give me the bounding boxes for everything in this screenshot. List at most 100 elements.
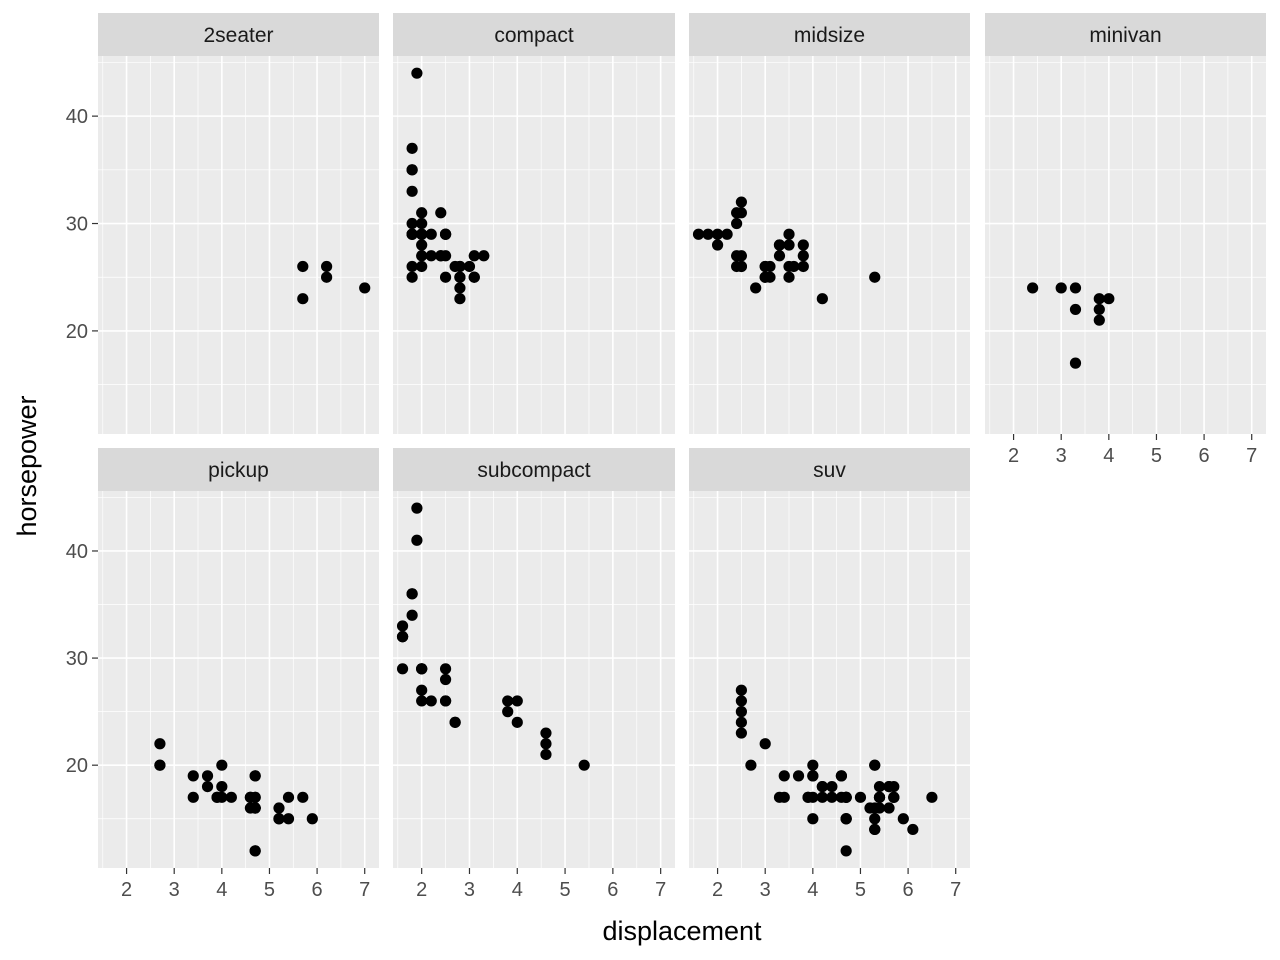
data-point (540, 727, 552, 739)
data-point (511, 716, 523, 728)
data-point (816, 791, 828, 803)
data-point (840, 791, 852, 803)
strip-minivan (985, 13, 1266, 56)
panel-suv: suv 2 3 4 5 6 7 (689, 448, 970, 901)
data-point (416, 228, 428, 240)
data-point (416, 684, 428, 696)
data-point (416, 695, 428, 707)
data-point (216, 791, 228, 803)
data-point (826, 791, 838, 803)
data-point (244, 791, 257, 803)
data-point (731, 217, 743, 230)
strip-label-pickup: pickup (208, 459, 269, 482)
data-point (425, 695, 437, 707)
data-point (783, 260, 795, 273)
data-point (807, 813, 819, 825)
data-point (396, 663, 409, 675)
strip-label-midsize: midsize (794, 24, 865, 47)
data-point (406, 164, 418, 176)
panel-background-compact (393, 56, 675, 434)
data-point (692, 228, 705, 240)
x-tick-label: 3 (169, 879, 180, 901)
y-tick-label: 20 (66, 321, 88, 343)
data-point (396, 620, 409, 632)
data-point (435, 250, 447, 262)
data-point (1027, 282, 1039, 294)
data-point (759, 738, 771, 750)
data-point (406, 217, 418, 230)
data-point (439, 271, 452, 283)
data-point (807, 759, 819, 771)
data-point (578, 759, 590, 771)
x-tick-label: 4 (512, 879, 523, 901)
x-tick-label: 2 (121, 879, 132, 901)
y-tick-label: 30 (66, 214, 88, 236)
data-point (783, 239, 795, 251)
data-point (454, 271, 466, 283)
data-point (439, 228, 452, 240)
strip-label-subcompact: subcompact (477, 459, 590, 482)
data-point (406, 142, 418, 154)
data-point (511, 695, 523, 707)
data-point (540, 738, 552, 750)
data-point (1093, 303, 1105, 316)
data-point (807, 770, 819, 782)
data-point (840, 813, 852, 825)
strip-pickup (98, 448, 379, 491)
data-point (478, 250, 490, 262)
y-tick-label: 40 (66, 541, 88, 563)
x-tick-label: 7 (655, 879, 666, 901)
panel-2seater: 2seater 20 30 40 (66, 13, 379, 434)
data-point (816, 781, 828, 793)
data-point (449, 260, 461, 273)
data-point (454, 282, 466, 294)
data-point (1069, 303, 1082, 316)
data-point (406, 185, 418, 197)
data-point (396, 631, 409, 643)
data-point (359, 282, 371, 294)
data-point (468, 271, 480, 283)
y-tick-label: 20 (66, 755, 88, 777)
data-point (840, 845, 852, 857)
data-point (411, 67, 423, 79)
data-point (406, 228, 418, 240)
data-point (735, 207, 747, 219)
x-tick-label: 3 (464, 879, 475, 901)
panel-background-2seater (98, 56, 379, 434)
x-tick-label: 5 (560, 879, 571, 901)
data-point (778, 770, 790, 782)
data-point (807, 791, 819, 803)
panel-minivan: minivan 2 3 4 5 6 7 (985, 13, 1266, 467)
data-point (735, 695, 747, 707)
x-tick-label: 6 (903, 879, 914, 901)
data-point (797, 260, 809, 273)
strip-label-2seater: 2seater (203, 24, 273, 47)
data-point (321, 260, 333, 273)
x-tick-label: 7 (950, 879, 961, 901)
strip-2seater (98, 13, 379, 56)
data-point (897, 813, 909, 825)
data-point (406, 271, 418, 283)
data-point (282, 813, 295, 825)
data-point (416, 207, 428, 219)
data-point (454, 293, 466, 305)
data-point (249, 770, 261, 782)
data-point (502, 695, 514, 707)
strip-suv (689, 448, 970, 491)
data-point (439, 673, 452, 686)
panel-background-pickup (98, 491, 379, 868)
data-point (745, 759, 757, 771)
data-point (416, 217, 428, 230)
data-point (416, 663, 428, 675)
data-point (463, 260, 476, 273)
data-point (1069, 357, 1082, 369)
data-point (797, 250, 809, 262)
data-point (249, 845, 261, 857)
data-point (439, 663, 452, 675)
data-point (759, 271, 771, 283)
data-point (249, 802, 261, 814)
x-tick-label: 4 (1103, 445, 1114, 467)
data-point (907, 823, 919, 836)
strip-label-suv: suv (813, 459, 846, 482)
data-point (869, 823, 881, 836)
